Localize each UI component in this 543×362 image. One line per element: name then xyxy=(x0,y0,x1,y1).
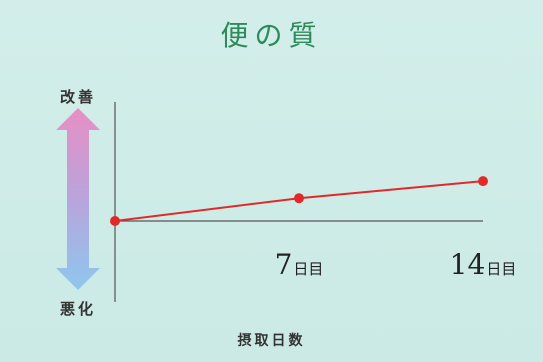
data-point-14 xyxy=(478,176,488,187)
worse-label: 悪化 xyxy=(59,300,96,318)
x-tick-label-7: 7日目 xyxy=(274,248,324,281)
chart-title: 便の質 xyxy=(220,19,323,52)
data-point-7 xyxy=(294,193,304,204)
improve-label: 改善 xyxy=(59,88,96,106)
improve-worse-arrow xyxy=(56,108,100,290)
data-point-0 xyxy=(110,216,120,226)
x-axis-label: 摂取日数 xyxy=(237,333,306,349)
x-tick-label-14: 14日目 xyxy=(449,248,517,281)
